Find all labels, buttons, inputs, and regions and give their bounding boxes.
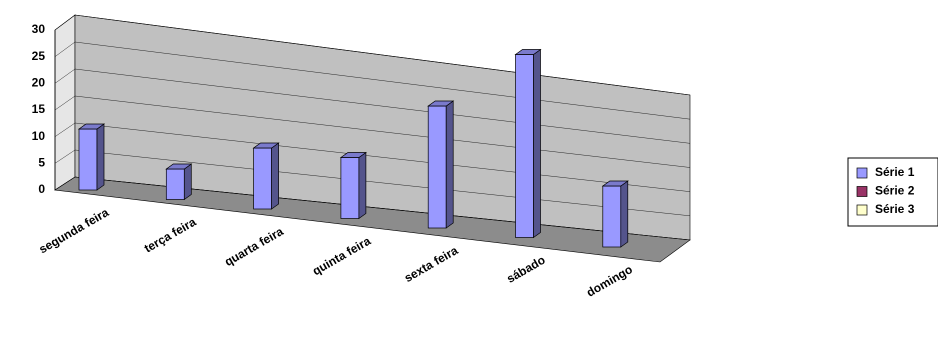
bar-front bbox=[340, 157, 360, 219]
legend-label: Série 2 bbox=[875, 184, 915, 198]
bar-top bbox=[252, 142, 280, 149]
x-tick-label: domingo bbox=[584, 262, 635, 299]
side-grid-line bbox=[54, 68, 76, 84]
bar-top bbox=[77, 123, 106, 130]
bar-side bbox=[96, 123, 105, 191]
y-tick-label: 20 bbox=[32, 76, 46, 90]
grid-line bbox=[74, 68, 691, 144]
legend-label: Série 1 bbox=[875, 165, 915, 179]
y-tick-label: 10 bbox=[32, 129, 46, 143]
bar-side bbox=[358, 151, 367, 220]
y-tick-label: 5 bbox=[38, 156, 45, 170]
x-tick-label: quarta feira bbox=[222, 224, 286, 269]
bar-side bbox=[183, 163, 192, 201]
side-grid-line bbox=[54, 14, 76, 31]
grid-line bbox=[74, 41, 691, 120]
legend-swatch bbox=[856, 186, 868, 197]
grid-line bbox=[74, 122, 691, 192]
side-grid-line bbox=[54, 149, 76, 164]
bar bbox=[339, 151, 367, 220]
bar-front bbox=[427, 105, 447, 229]
bar bbox=[514, 48, 542, 239]
bar-side bbox=[445, 100, 454, 229]
bar-front bbox=[78, 128, 98, 191]
x-tick-label: sábado bbox=[504, 253, 547, 286]
bar-top bbox=[165, 163, 193, 170]
bar-front bbox=[602, 185, 622, 248]
grid-line bbox=[74, 14, 691, 96]
grid-line bbox=[74, 149, 691, 217]
side-grid-line bbox=[54, 176, 76, 191]
bar bbox=[77, 123, 106, 191]
x-tick-label: quinta feira bbox=[310, 234, 373, 279]
bar-side bbox=[620, 180, 629, 248]
bar-top bbox=[339, 152, 367, 158]
bar-side bbox=[533, 48, 541, 239]
y-tick-label: 15 bbox=[32, 102, 46, 116]
side-grid-line bbox=[54, 122, 76, 137]
legend-swatch bbox=[856, 204, 868, 216]
legend-label: Série 3 bbox=[875, 202, 915, 216]
bar-side bbox=[271, 142, 279, 210]
x-tick-label: segunda feira bbox=[37, 205, 112, 256]
bar bbox=[601, 180, 629, 248]
bar bbox=[165, 163, 193, 201]
bar-top bbox=[427, 100, 455, 107]
x-tick-label: terça feira bbox=[142, 215, 199, 256]
side-grid-line bbox=[54, 41, 76, 57]
bar-top bbox=[601, 180, 629, 187]
y-tick-label: 30 bbox=[32, 22, 46, 36]
y-tick-label: 0 bbox=[38, 182, 45, 196]
bar bbox=[252, 142, 280, 210]
x-tick-label: sexta feira bbox=[402, 243, 461, 285]
grid-line bbox=[74, 95, 691, 168]
bar-top bbox=[514, 49, 542, 55]
y-tick-label: 25 bbox=[32, 49, 46, 63]
side-grid-line bbox=[54, 95, 76, 111]
back-wall bbox=[74, 14, 691, 241]
bar bbox=[427, 100, 455, 229]
bar-front bbox=[165, 168, 185, 200]
bar-front bbox=[515, 54, 534, 238]
bar-front bbox=[253, 147, 272, 210]
legend-swatch bbox=[856, 167, 868, 179]
side-wall bbox=[54, 14, 76, 191]
